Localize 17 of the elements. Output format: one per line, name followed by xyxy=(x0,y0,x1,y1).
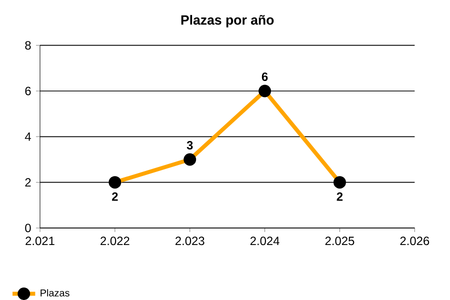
x-tick-label: 2.026 xyxy=(400,236,430,246)
x-tick-label: 2.024 xyxy=(250,236,280,246)
data-label: 3 xyxy=(186,140,193,150)
chart-title: Plazas por año xyxy=(181,14,274,28)
x-tick-label: 2.022 xyxy=(100,236,130,246)
y-tick-label: 8 xyxy=(25,41,31,50)
data-label: 2 xyxy=(112,192,118,201)
x-tick-label: 2.021 xyxy=(26,236,54,246)
y-tick-label: 4 xyxy=(24,132,31,141)
y-tick-label: 0 xyxy=(25,224,31,232)
legend-label: Plazas xyxy=(40,289,70,296)
data-label: 2 xyxy=(336,192,343,201)
y-tick-label: 6 xyxy=(25,86,31,96)
x-tick-label: 2.025 xyxy=(325,236,354,246)
x-tick-label: 2.023 xyxy=(176,236,204,246)
data-label: 6 xyxy=(262,72,268,81)
y-tick-label: 2 xyxy=(25,178,31,187)
